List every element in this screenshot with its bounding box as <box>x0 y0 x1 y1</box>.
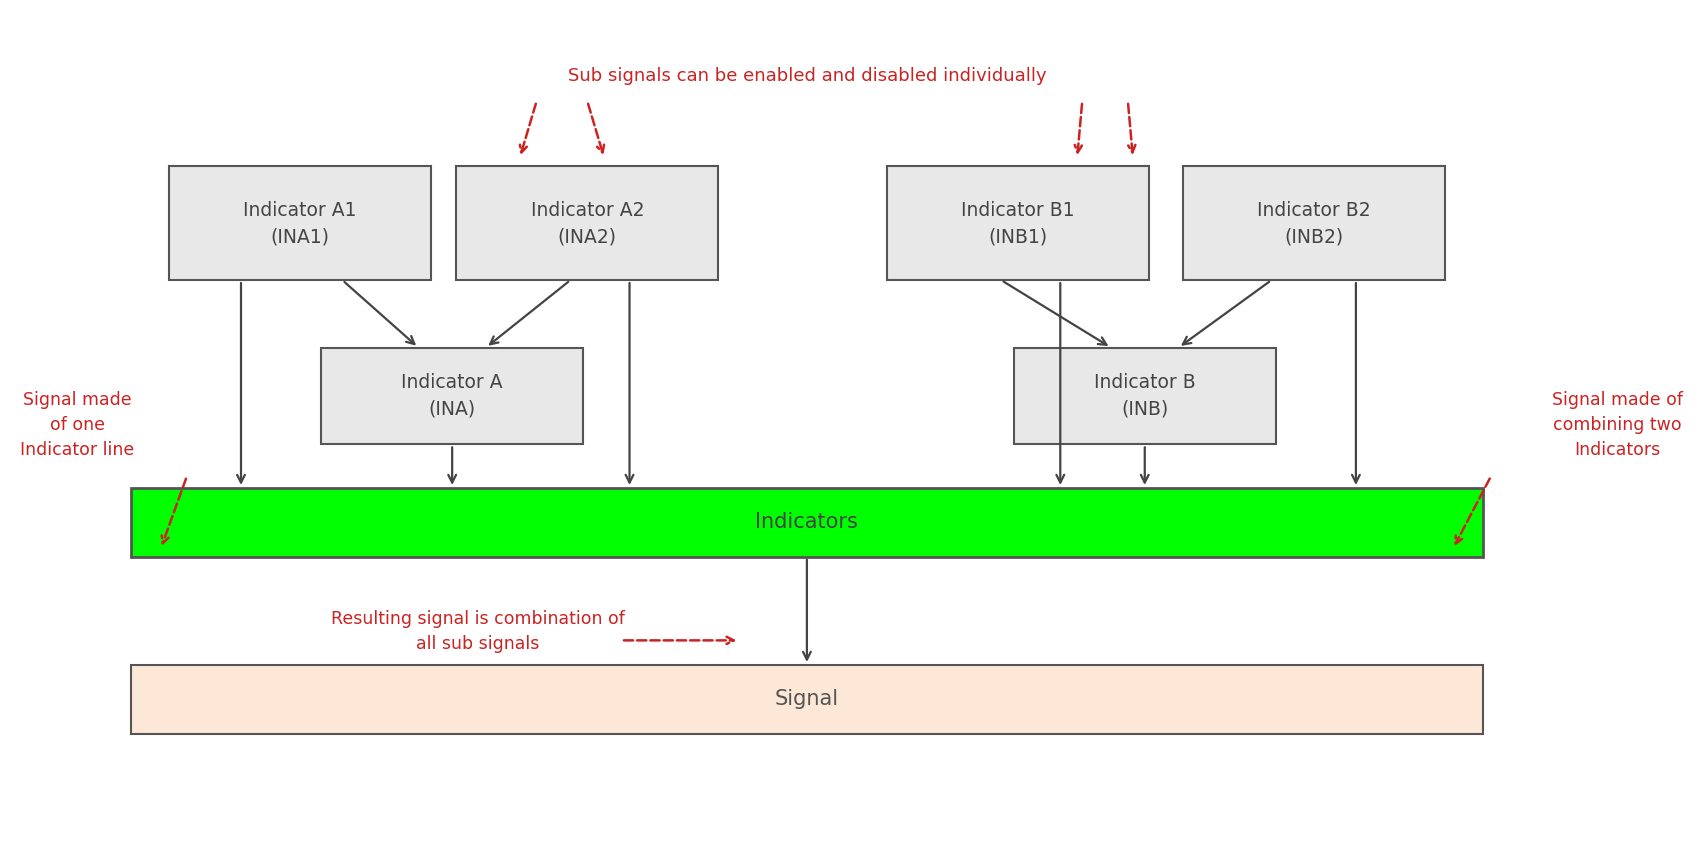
Text: Indicator B2
(INB2): Indicator B2 (INB2) <box>1258 201 1370 246</box>
FancyBboxPatch shape <box>1014 347 1276 444</box>
FancyBboxPatch shape <box>131 665 1482 734</box>
Text: Indicator A2
(INA2): Indicator A2 (INA2) <box>530 201 644 246</box>
Text: Sub signals can be enabled and disabled individually: Sub signals can be enabled and disabled … <box>567 66 1046 85</box>
Text: Signal made
of one
Indicator line: Signal made of one Indicator line <box>20 391 135 460</box>
Text: Signal: Signal <box>775 689 838 710</box>
FancyBboxPatch shape <box>457 167 717 280</box>
Text: Indicators: Indicators <box>755 512 859 533</box>
Text: Signal made of
combining two
Indicators: Signal made of combining two Indicators <box>1552 391 1684 460</box>
Text: Indicator A
(INA): Indicator A (INA) <box>402 374 503 419</box>
Text: Indicator B1
(INB1): Indicator B1 (INB1) <box>961 201 1075 246</box>
Text: Indicator B
(INB): Indicator B (INB) <box>1094 374 1196 419</box>
FancyBboxPatch shape <box>888 167 1148 280</box>
FancyBboxPatch shape <box>169 167 431 280</box>
Text: Indicator A1
(INA1): Indicator A1 (INA1) <box>244 201 356 246</box>
FancyBboxPatch shape <box>1183 167 1445 280</box>
Text: Resulting signal is combination of
all sub signals: Resulting signal is combination of all s… <box>331 610 624 654</box>
FancyBboxPatch shape <box>322 347 583 444</box>
FancyBboxPatch shape <box>131 488 1482 557</box>
